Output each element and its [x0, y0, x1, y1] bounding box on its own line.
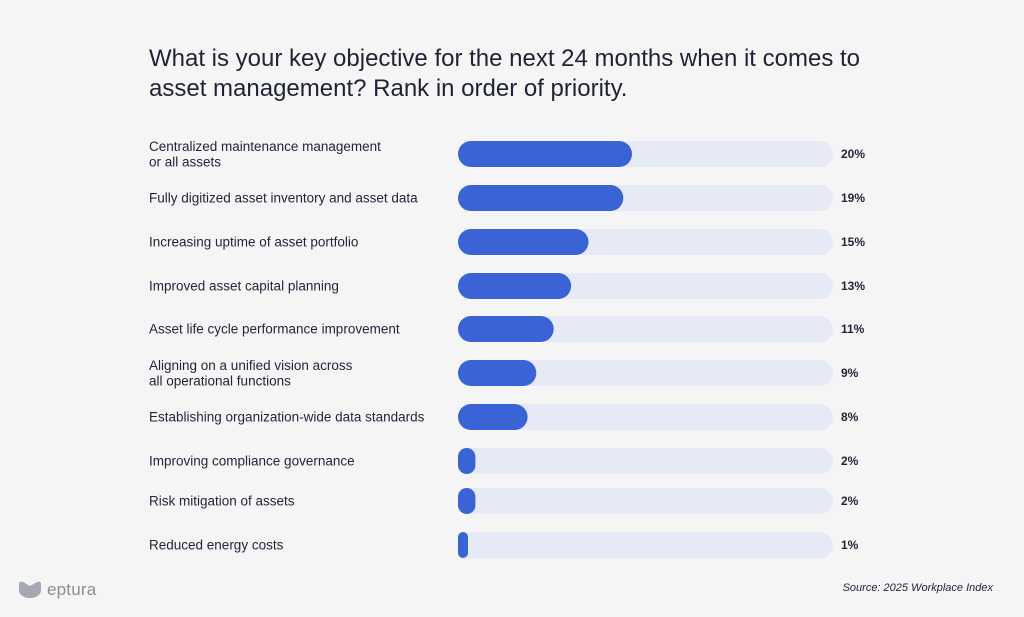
bar: [458, 229, 589, 255]
brand-name: eptura: [47, 580, 97, 599]
category-label: Improved asset capital planning: [149, 279, 339, 294]
bar: [458, 404, 528, 430]
value-label: 2%: [841, 494, 859, 508]
bar: [458, 273, 572, 299]
category-label: Reduced energy costs: [149, 538, 284, 553]
bar: [458, 488, 476, 514]
value-label: 8%: [841, 410, 859, 424]
bar-track: [458, 448, 833, 474]
category-label: Aligning on a unified vision across all o…: [149, 358, 353, 389]
category-label: Asset life cycle performance improvement: [149, 322, 400, 337]
bar: [458, 360, 537, 386]
category-label: Increasing uptime of asset portfolio: [149, 235, 358, 250]
bar-track: [458, 404, 833, 430]
bar: [458, 141, 632, 167]
value-label: 19%: [841, 191, 865, 205]
value-label: 1%: [841, 538, 859, 552]
eptura-logo-icon: [19, 581, 41, 598]
chart-title: What is your key objective for the next …: [149, 45, 860, 102]
bar: [458, 448, 476, 474]
value-label: 2%: [841, 454, 859, 468]
bar: [458, 185, 624, 211]
value-label: 20%: [841, 147, 865, 161]
category-label: Risk mitigation of assets: [149, 494, 295, 509]
bar-track: [458, 488, 833, 514]
brand-logo: eptura: [18, 580, 96, 600]
category-label: Establishing organization-wide data stan…: [149, 410, 425, 425]
source-note: Source: 2025 Workplace Index: [842, 582, 993, 594]
value-label: 11%: [841, 322, 865, 336]
value-label: 15%: [841, 235, 865, 249]
bar: [458, 532, 468, 558]
bar-track: [458, 532, 833, 558]
category-label: Centralized maintenance management or all…: [149, 139, 381, 170]
category-label: Improving compliance governance: [149, 454, 355, 469]
value-label: 9%: [841, 366, 859, 380]
bar-track: [458, 360, 833, 386]
value-label: 13%: [841, 279, 865, 293]
category-label: Fully digitized asset inventory and asse…: [149, 191, 418, 206]
bar: [458, 316, 554, 342]
